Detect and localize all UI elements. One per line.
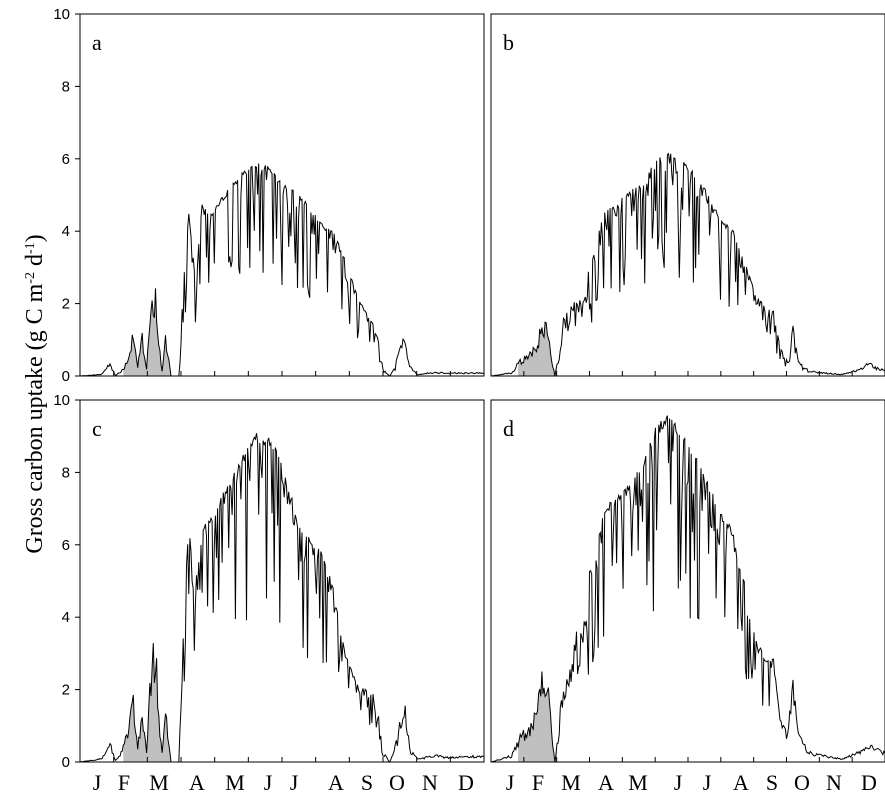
month-label-c-11: D [458, 770, 474, 795]
month-label-d-0: J [506, 770, 515, 795]
series-line-d [490, 415, 885, 763]
panel-b: b [490, 13, 885, 377]
month-label-c-1: F [118, 770, 130, 795]
month-label-d-7: A [733, 770, 749, 795]
month-label-d-5: J [674, 770, 683, 795]
shaded-region-a-0 [123, 288, 175, 376]
month-label-d-6: J [703, 770, 712, 795]
panel-frame-a [79, 13, 485, 377]
y-tick-label-c-2: 4 [62, 609, 70, 626]
y-axis-title: Gross carbon uptake (g C m-2 d-1) [22, 234, 48, 553]
panel-c: 0 2 4 6 8 10 c [53, 392, 485, 771]
month-label-d-9: O [794, 770, 810, 795]
month-label-c-7: A [328, 770, 344, 795]
chart-panels: 0 2 4 6 8 10 a b 0 2 4 6 8 10 c d [53, 6, 885, 771]
month-label-c-0: J [93, 770, 102, 795]
panel-frame-c [79, 399, 485, 763]
y-tick-label-c-4: 8 [62, 464, 70, 481]
panel-frame-b [490, 13, 885, 377]
month-label-c-6: J [290, 770, 299, 795]
month-label-d-11: D [861, 770, 877, 795]
y-tick-label-c-0: 0 [62, 754, 70, 771]
month-label-d-2: M [561, 770, 581, 795]
panel-label-d: d [503, 416, 514, 441]
panel-label-a: a [92, 30, 102, 55]
month-label-c-10: N [422, 770, 438, 795]
series-line-b [490, 152, 885, 377]
y-tick-label-a-5: 10 [53, 6, 70, 23]
month-label-d-1: F [532, 770, 544, 795]
month-label-c-4: M [225, 770, 245, 795]
panel-d: d [490, 399, 885, 763]
month-label-c-5: J [264, 770, 273, 795]
month-label-c-3: A [189, 770, 205, 795]
month-label-c-2: M [149, 770, 169, 795]
panel-label-b: b [503, 30, 514, 55]
y-tick-label-c-1: 2 [62, 682, 70, 699]
y-tick-label-a-2: 4 [62, 223, 70, 240]
month-label-d-8: S [766, 770, 778, 795]
month-label-c-9: O [389, 770, 405, 795]
month-label-d-3: A [598, 770, 614, 795]
panel-a: 0 2 4 6 8 10 a [53, 6, 485, 385]
y-tick-label-c-5: 10 [53, 392, 70, 409]
series-line-a [79, 163, 485, 377]
month-label-c-8: S [361, 770, 373, 795]
y-tick-label-c-3: 6 [62, 537, 70, 554]
y-tick-label-a-3: 6 [62, 151, 70, 168]
y-tick-label-a-1: 2 [62, 296, 70, 313]
month-label-d-4: M [628, 770, 648, 795]
shaded-region-d-0 [518, 671, 558, 762]
series-line-c [79, 433, 485, 763]
month-label-d-10: N [826, 770, 842, 795]
shaded-region-b-0 [518, 322, 558, 376]
panel-label-c: c [92, 416, 102, 441]
y-axis-label: Gross carbon uptake (g C m-2 d-1) [22, 234, 48, 553]
y-tick-label-a-4: 8 [62, 78, 70, 95]
y-tick-label-a-0: 0 [62, 368, 70, 385]
